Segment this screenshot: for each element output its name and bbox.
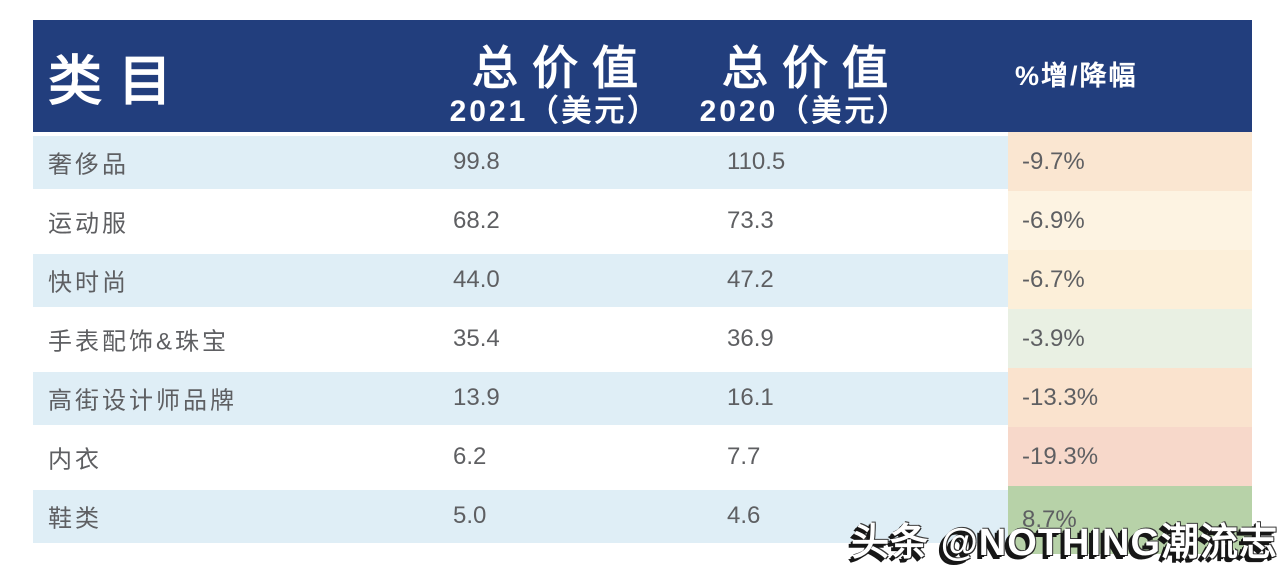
value-2021-cell: 6.2 [453,442,487,470]
value-2020-cell: 110.5 [727,147,786,175]
category-cell: 手表配饰&珠宝 [48,328,230,355]
header-total-value-2020-title: 总价值 [722,42,902,95]
header-percent-change: %增/降幅 [1015,61,1138,91]
value-2020-cell: 73.3 [727,206,774,234]
pct-change-cell: -9.7% [1008,132,1252,191]
table-row: 快时尚 44.0 47.2 -6.7% [33,250,1252,309]
value-2020-cell: 16.1 [727,383,774,411]
row-background [33,254,1008,307]
header-category: 类目 [48,51,188,112]
category-cell: 鞋类 [48,505,102,532]
category-cell: 快时尚 [48,269,129,296]
row-background [33,490,1008,543]
value-2021-cell: 5.0 [453,501,487,529]
table-body: 奢侈品 99.8 110.5 -9.7% 运动服 68.2 73.3 -6.9%… [33,132,1252,554]
value-2021-cell: 99.8 [453,147,500,175]
pct-change-cell: -13.3% [1008,368,1252,427]
value-2020-cell: 4.6 [727,501,761,529]
value-2020-cell: 36.9 [727,324,774,352]
header-total-value-2021-sub: 2021（美元） [449,94,661,128]
table-row: 内衣 6.2 7.7 -19.3% [33,427,1252,486]
row-background [33,431,1008,484]
row-background [33,136,1008,189]
value-2021-cell: 13.9 [453,383,500,411]
value-2020-cell: 7.7 [727,442,761,470]
value-2020-cell: 47.2 [727,265,774,293]
row-background [33,372,1008,425]
category-cell: 运动服 [48,210,129,237]
header-total-value-2020-sub: 2020（美元） [699,94,911,128]
table-header: 类目 总价值 2021（美元） 总价值 2020（美元） %增/降幅 [33,20,1252,132]
value-2021-cell: 68.2 [453,206,500,234]
table-row: 运动服 68.2 73.3 -6.9% [33,191,1252,250]
category-cell: 内衣 [48,446,102,473]
category-cell: 高街设计师品牌 [48,387,237,414]
watermark: 头条 @NOTHING潮流志 [851,522,1278,564]
table-row: 奢侈品 99.8 110.5 -9.7% [33,132,1252,191]
pct-change-cell: -19.3% [1008,427,1252,486]
table-row: 高街设计师品牌 13.9 16.1 -13.3% [33,368,1252,427]
table-row: 手表配饰&珠宝 35.4 36.9 -3.9% [33,309,1252,368]
table-row: 鞋类 5.0 4.6 8.7% [33,486,1252,554]
pct-change-cell: -6.9% [1008,191,1252,250]
pct-change-cell: -6.7% [1008,250,1252,309]
header-total-value-2021-title: 总价值 [472,42,652,95]
category-value-table: 类目 总价值 2021（美元） 总价值 2020（美元） %增/降幅 奢侈品 9… [33,20,1252,554]
pct-change-cell: -3.9% [1008,309,1252,368]
category-cell: 奢侈品 [48,151,129,178]
header-total-value-2020: 总价值 2020（美元） [655,20,955,132]
value-2021-cell: 44.0 [453,265,500,293]
row-background [33,195,1008,248]
pct-change-cell: 8.7% [1008,486,1252,554]
value-2021-cell: 35.4 [453,324,500,352]
header-total-value-2021: 总价值 2021（美元） [405,20,705,132]
